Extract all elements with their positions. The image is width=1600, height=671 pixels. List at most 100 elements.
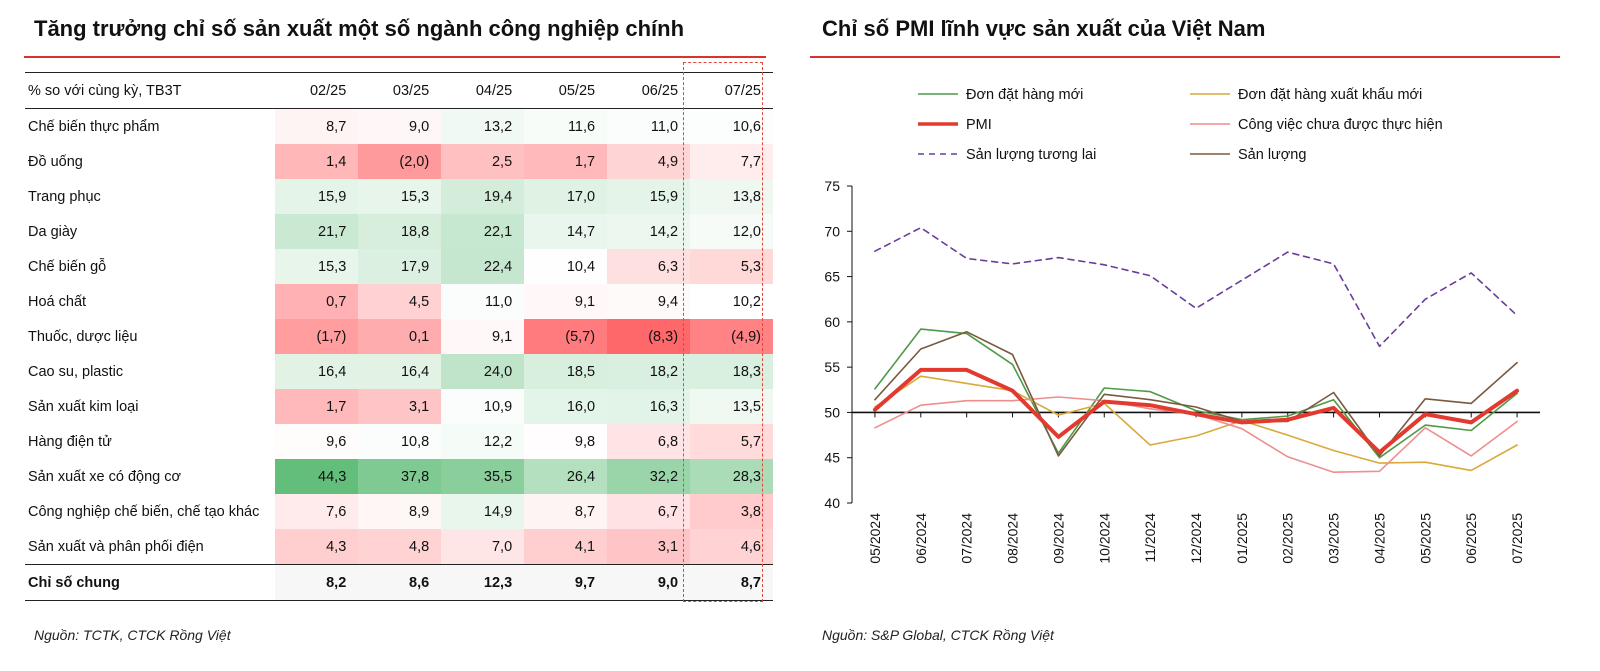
data-cell: 13,5 [690,389,773,424]
x-tick-label: 11/2024 [1142,513,1158,563]
series-line-2 [872,367,1520,455]
data-cell: 1,4 [275,144,359,179]
table-row: Sản xuất xe có động cơ 44,3 37,8 35,5 26,4 32… [25,459,773,494]
data-cell: 6,7 [607,494,691,529]
data-cell: 13,8 [690,179,773,214]
data-cell: 37,8 [358,459,442,494]
row-label: Sản xuất kim loại [28,398,139,415]
legend-label: PMI [966,117,992,133]
legend-label: Đơn đặt hàng xuất khẩu mới [1238,87,1422,103]
total-cell: 9,7 [524,564,608,601]
series-line-0 [874,328,1518,459]
data-cell: 9,1 [441,319,525,354]
row-label: Chế biến gỗ [28,258,107,275]
x-tick-label: 09/2024 [1050,513,1066,564]
series-line-3 [874,396,1518,474]
data-cell: 14,2 [607,214,691,249]
header-month: 02/25 [275,72,359,109]
data-cell: 3,1 [607,529,691,565]
table-body: Chế biến thực phẩm 8,7 9,0 13,2 11,6 11,0 10,6… [25,108,773,601]
x-tick-label: 02/2025 [1280,513,1296,564]
data-cell: 44,3 [275,459,359,494]
data-cell: 0,1 [358,319,442,354]
row-label: Sản xuất và phân phối điện [28,538,204,555]
y-tick-label: 50 [824,404,840,420]
data-cell: 32,2 [607,459,691,494]
data-cell: 18,8 [358,214,442,249]
data-cell: 15,3 [358,179,442,214]
x-tick-label: 05/2024 [867,513,883,564]
x-tick-label: 06/2024 [913,513,929,564]
table-row: Sản xuất và phân phối điện 4,3 4,8 7,0 4,1 3,… [25,529,773,565]
total-cell: 12,3 [441,564,525,601]
data-cell: 10,4 [524,249,608,284]
data-cell: 9,8 [524,424,608,459]
x-tick-label: 03/2025 [1326,513,1342,564]
data-cell: 4,8 [358,529,442,565]
data-cell: 3,8 [690,494,773,529]
data-cell: 16,4 [275,354,359,389]
y-tick-label: 45 [824,450,840,466]
data-cell: 24,0 [441,354,525,389]
total-cell: 8,7 [690,564,773,601]
y-tick-label: 60 [824,314,840,330]
left-title-rule [24,56,766,58]
chart-title: Chỉ số PMI lĩnh vực sản xuất của Việt Na… [822,16,1266,41]
data-cell: 19,4 [441,179,525,214]
row-label: Trang phục [28,188,101,205]
data-cell: 10,2 [690,284,773,319]
total-row: Chỉ số chung 8,2 8,6 12,3 9,7 9,0 8,7 [25,564,773,601]
table-row: Công nghiệp chế biến, chế tạo khác 7,6 8,9… [25,494,773,529]
row-label: Cao su, plastic [28,363,124,380]
row-label: Công nghiệp chế biến, chế tạo khác [28,503,260,520]
data-cell: 0,7 [275,284,359,319]
data-cell: 18,5 [524,354,608,389]
data-cell: 4,6 [690,529,773,565]
legend-label: Sản lượng [1238,147,1306,163]
data-cell: 16,3 [607,389,691,424]
total-cell: 8,6 [358,564,442,601]
x-tick-label: 04/2025 [1371,513,1387,564]
data-cell: 22,4 [441,249,525,284]
left-source-note: Nguồn: TCTK, CTCK Rồng Việt [34,627,231,643]
data-cell: 5,3 [690,249,773,284]
header-label: % so với cùng kỳ, TB3T [25,72,276,109]
row-label: Hoá chất [28,293,87,310]
x-tick-label: 10/2024 [1096,513,1112,564]
data-cell: 8,7 [275,108,359,144]
row-label: Đồ uống [28,153,83,170]
data-cell: 9,0 [358,108,442,144]
data-cell: 16,4 [358,354,442,389]
data-cell: (4,9) [690,319,773,354]
data-cell: 10,9 [441,389,525,424]
table-row: Chế biến gỗ 15,3 17,9 22,4 10,4 6,3 5,3 [25,249,773,284]
data-cell: 10,8 [358,424,442,459]
table-row: Hoá chất 0,7 4,5 11,0 9,1 9,4 10,2 [25,284,773,319]
data-cell: 7,6 [275,494,359,529]
table-title: Tăng trưởng chỉ số sản xuất một số ngành… [34,16,685,41]
data-cell: 1,7 [275,389,359,424]
pmi-line-chart: Đơn đặt hàng mới Đơn đặt hàng xuất khẩu m… [824,87,1540,564]
data-cell: 9,6 [275,424,359,459]
data-cell: 4,9 [607,144,691,179]
x-tick-label: 07/2025 [1509,513,1525,564]
row-label: Hàng điện tử [28,433,112,450]
data-cell: 6,3 [607,249,691,284]
header-month: 06/25 [607,72,691,109]
series-line-4 [874,226,1518,348]
series-line-5 [874,330,1518,457]
data-cell: 22,1 [441,214,525,249]
table-row: Hàng điện tử 9,6 10,8 12,2 9,8 6,8 5,7 [25,424,773,459]
data-cell: 14,9 [441,494,525,529]
data-cell: 4,5 [358,284,442,319]
legend-label: Công việc chưa được thực hiện [1238,117,1443,133]
data-cell: (1,7) [275,319,359,354]
data-cell: 8,9 [358,494,442,529]
header-month: 03/25 [358,72,442,109]
data-cell: 15,9 [607,179,691,214]
data-cell: 4,1 [524,529,608,565]
right-source-note: Nguồn: S&P Global, CTCK Rồng Việt [822,627,1054,643]
data-cell: 4,3 [275,529,359,565]
industry-growth-table: % so với cùng kỳ, TB3T 02/25 03/25 04/25 05/… [25,72,773,601]
data-cell: 11,6 [524,108,608,144]
